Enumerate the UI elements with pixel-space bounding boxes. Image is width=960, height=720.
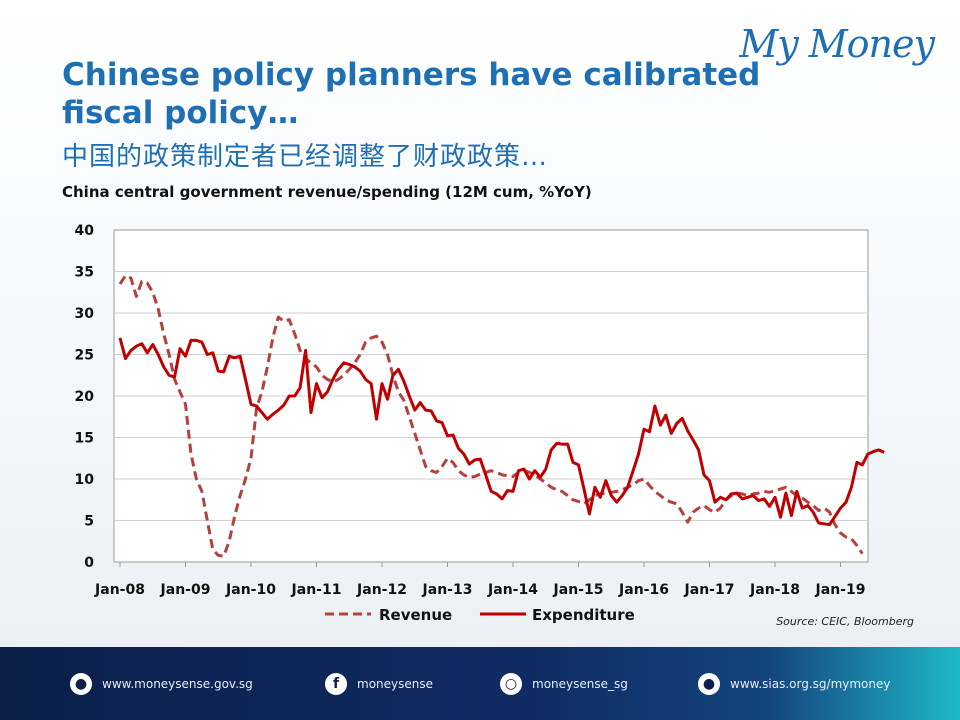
- page-subtitle-chinese: 中国的政策制定者已经调整了财政政策…: [62, 142, 549, 172]
- y-tick-label: 35: [75, 265, 94, 281]
- y-axis-ticks: 0 5 10 15 20 25 30 35 40: [75, 223, 95, 571]
- gridlines: [114, 271, 868, 521]
- chart-legend: Revenue Expenditure: [325, 606, 635, 624]
- footer-link-text: www.moneysense.gov.sg: [102, 677, 253, 691]
- footer-bar: ● www.moneysense.gov.sg f moneysense ○ m…: [0, 647, 960, 720]
- x-tick-label: Jan-11: [291, 582, 342, 598]
- x-tick-label: Jan-18: [749, 582, 800, 598]
- page-title: Chinese policy planners have calibrated …: [62, 57, 761, 131]
- y-tick-label: 25: [75, 348, 94, 364]
- x-tick-label: Jan-10: [225, 582, 276, 598]
- series-line-expenditure: [118, 337, 885, 527]
- footer-link-text: moneysense: [357, 677, 433, 691]
- x-tick-label: Jan-14: [487, 582, 538, 598]
- y-tick-label: 40: [75, 223, 95, 239]
- y-tick-label: 10: [75, 472, 95, 488]
- footer-link-instagram[interactable]: ○ moneysense_sg: [500, 673, 628, 695]
- footer-link-moneysense-site[interactable]: ● www.moneysense.gov.sg: [70, 673, 253, 695]
- legend-label-expenditure: Expenditure: [532, 606, 635, 624]
- x-tick-label: Jan-08: [94, 582, 145, 598]
- chart-title: China central government revenue/spendin…: [62, 183, 592, 201]
- x-tick-label: Jan-16: [618, 582, 669, 598]
- line-chart: 0 5 10 15 20 25 30 35 40 Jan-08 Jan-09 Jan-10 Jan-1…: [75, 223, 885, 624]
- x-tick-label: Jan-19: [815, 582, 866, 598]
- footer-link-text: moneysense_sg: [532, 677, 628, 691]
- instagram-icon: ○: [500, 673, 522, 695]
- y-tick-label: 20: [75, 389, 95, 405]
- y-tick-label: 15: [75, 431, 94, 447]
- series-lines: [118, 274, 885, 558]
- globe-icon: ●: [698, 673, 720, 695]
- x-tick-label: Jan-13: [422, 582, 473, 598]
- y-tick-label: 30: [75, 306, 95, 322]
- x-tick-label: Jan-09: [160, 582, 211, 598]
- facebook-icon: f: [325, 673, 347, 695]
- footer-link-sias-site[interactable]: ● www.sias.org.sg/mymoney: [698, 673, 890, 695]
- y-tick-label: 0: [84, 555, 94, 571]
- source-note: Source: CEIC, Bloomberg: [776, 615, 914, 628]
- legend-label-revenue: Revenue: [379, 606, 452, 624]
- x-tick-label: Jan-12: [356, 582, 407, 598]
- y-tick-label: 5: [84, 514, 94, 530]
- globe-icon: ●: [70, 673, 92, 695]
- footer-link-text: www.sias.org.sg/mymoney: [730, 677, 891, 691]
- my-money-logo: My Money: [739, 22, 935, 66]
- x-axis-ticks: Jan-08 Jan-09 Jan-10 Jan-11 Jan-12 Jan-13 Jan-…: [94, 562, 865, 598]
- x-tick-label: Jan-17: [684, 582, 735, 598]
- x-tick-label: Jan-15: [553, 582, 604, 598]
- footer-link-facebook[interactable]: f moneysense: [325, 673, 433, 695]
